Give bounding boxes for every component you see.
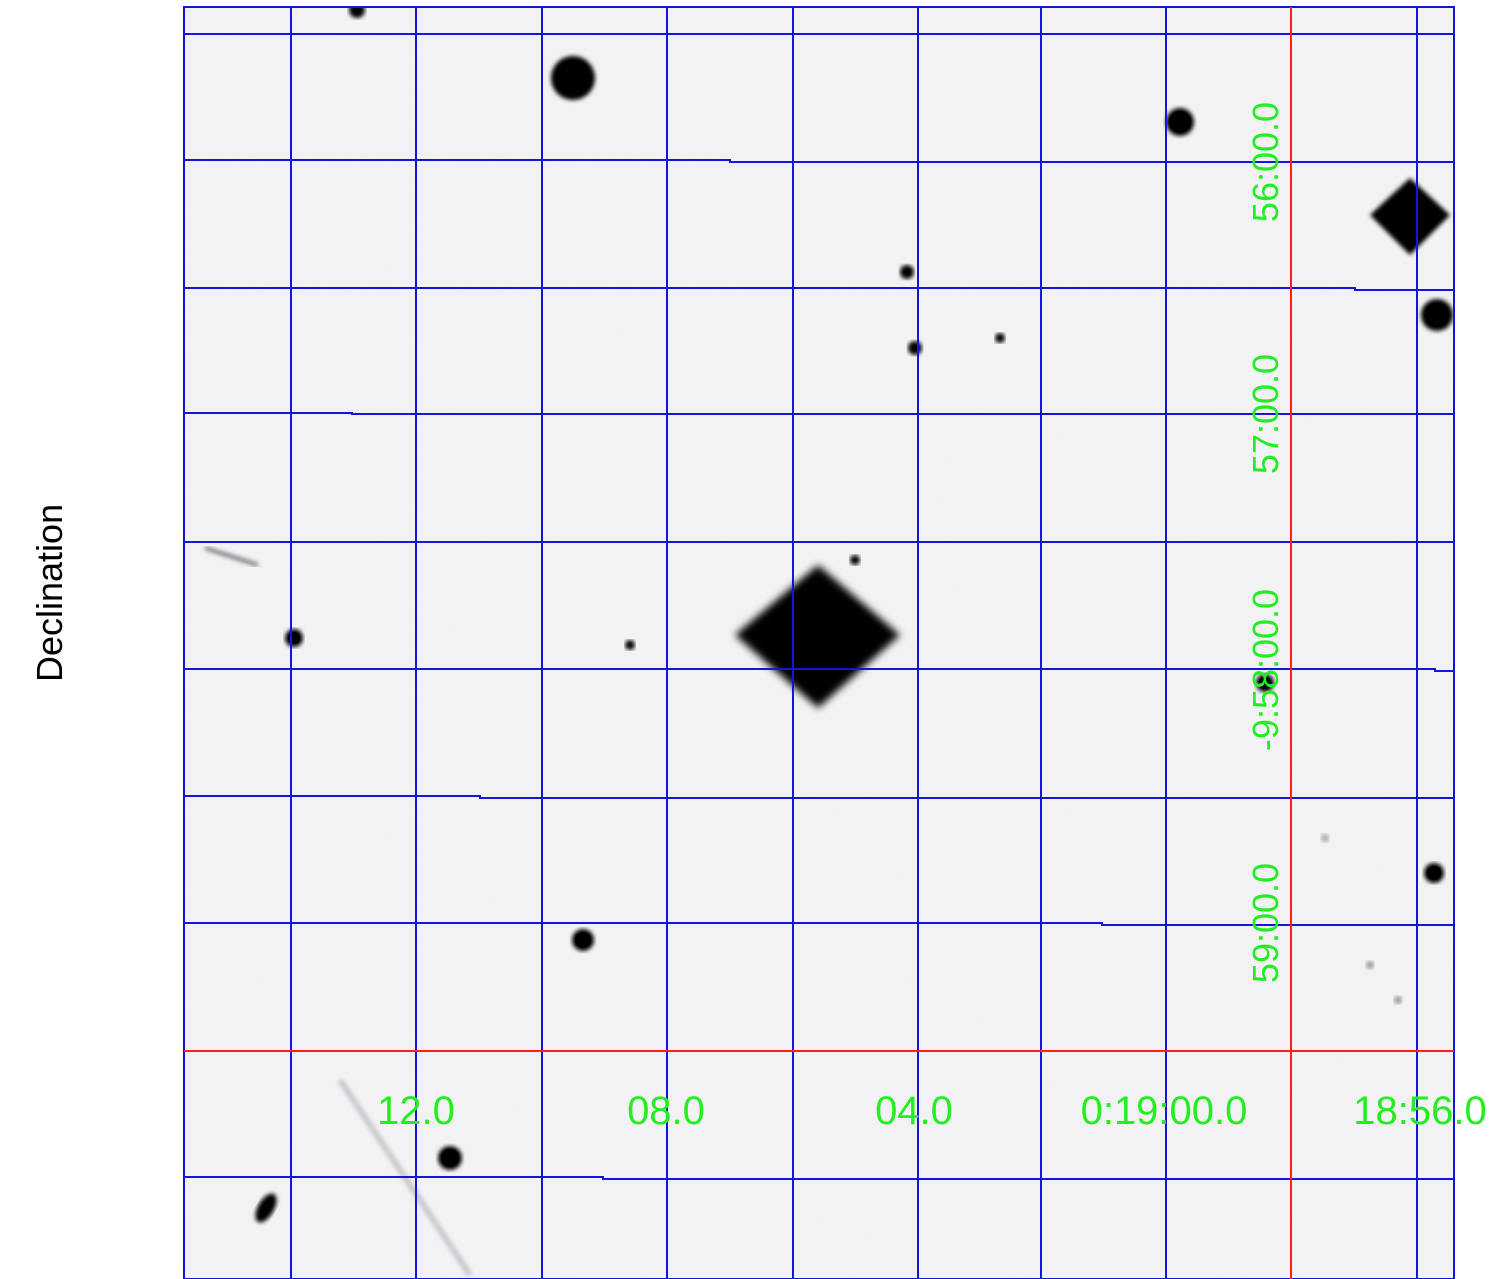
reference-lines [184,7,1454,1279]
sky-image [184,6,1454,1279]
ra-label-19-00: 0:19:00.0 [1081,1089,1248,1133]
star-icon [625,640,635,650]
ra-label-18-56: 18:56.0 [1353,1089,1486,1133]
star-icon [908,341,922,355]
stars [255,6,1453,1223]
ra-label-04: 04.0 [875,1089,953,1133]
ra-labels: 12.0 08.0 04.0 0:19:00.0 18:56.0 [377,1089,1487,1133]
star-icon [995,333,1005,343]
dec-label-57: 57:00.0 [1245,354,1286,474]
star-icon [900,265,914,279]
dec-label-58: -9:58:00.0 [1245,589,1286,751]
faint-streak-left [204,546,259,567]
coordinate-grid [183,6,1455,1279]
bright-star-center [560,410,1080,860]
dec-label-56: 56:00.0 [1245,102,1286,222]
dec-label-59: 59:00.0 [1245,863,1286,983]
star-icon [850,555,860,565]
star-icon [255,1193,277,1223]
dec-labels: 56:00.0 57:00.0 -9:58:00.0 59:00.0 [1245,102,1286,983]
ra-label-08: 08.0 [627,1089,705,1133]
ra-label-12: 12.0 [377,1089,455,1133]
bright-star-top-right [1340,145,1454,285]
star-icon [349,6,365,18]
